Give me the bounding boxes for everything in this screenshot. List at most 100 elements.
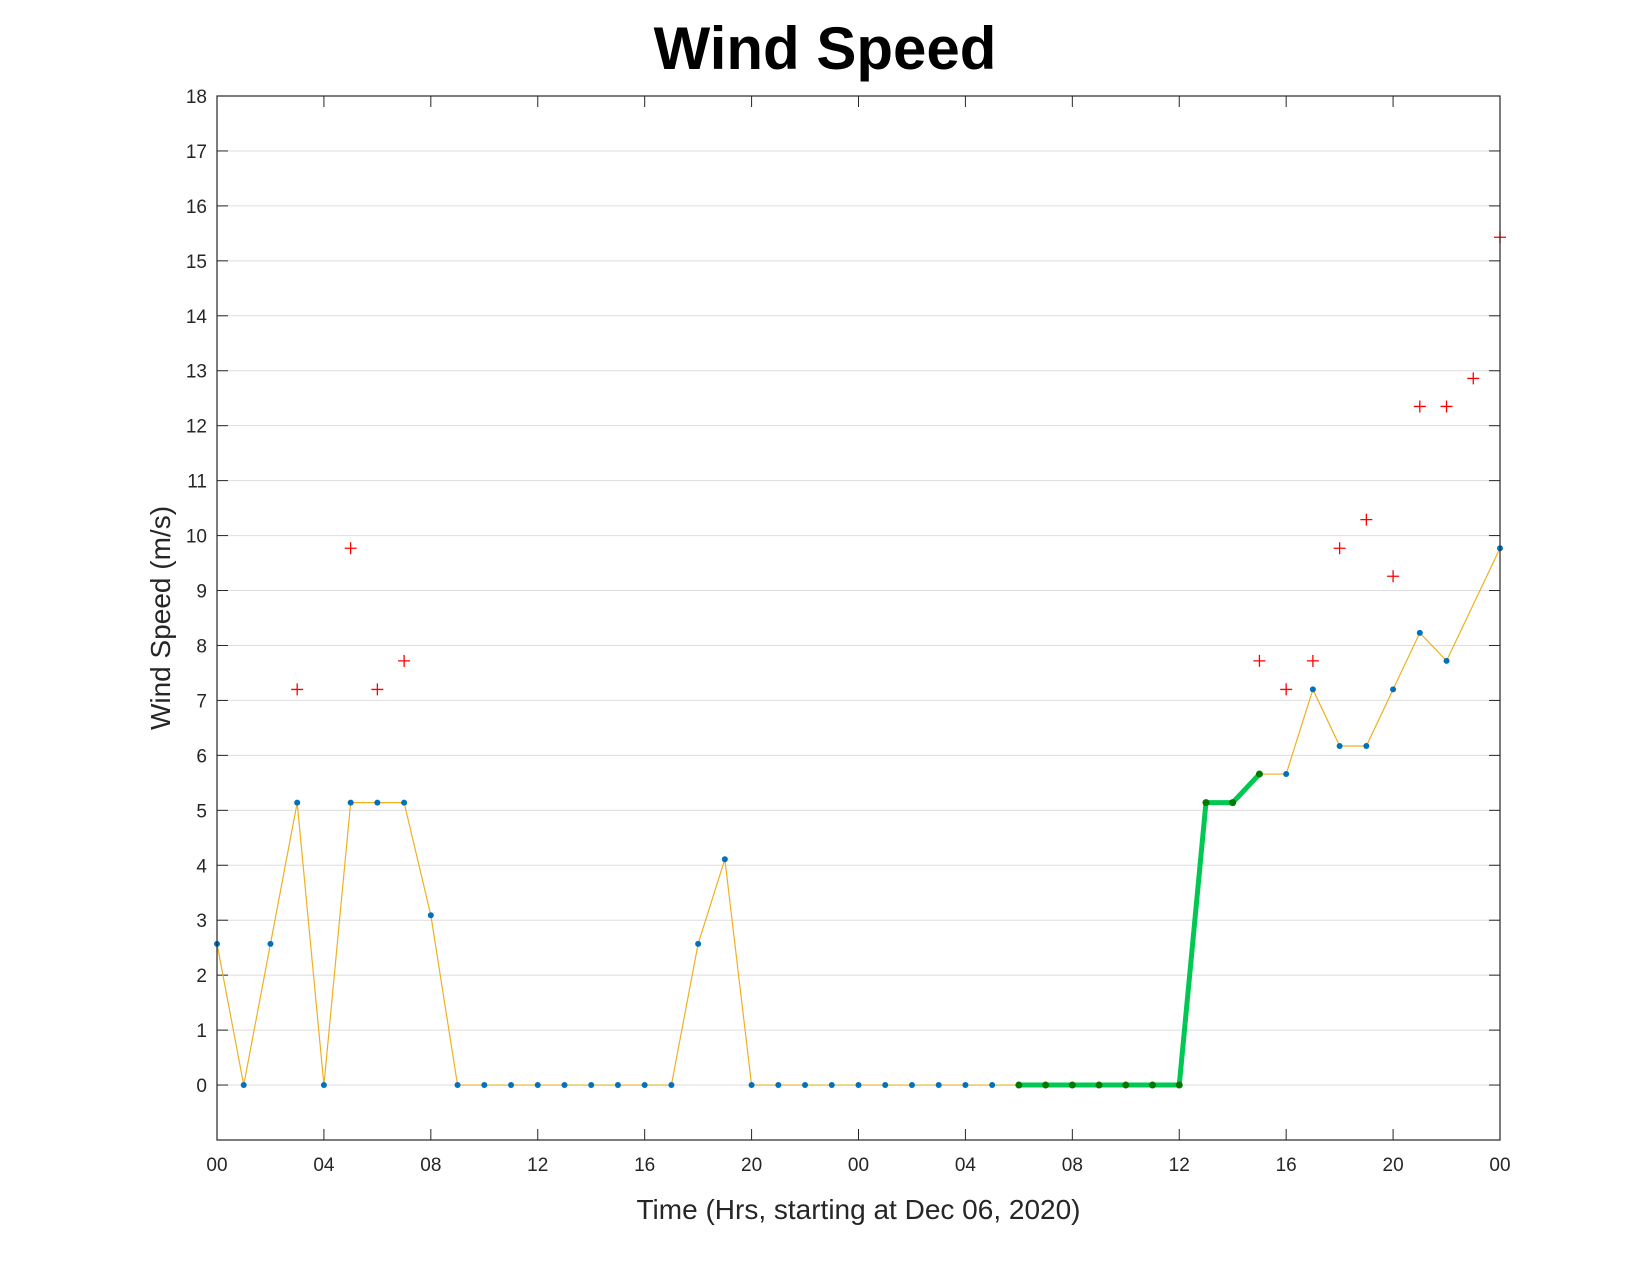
data-point (1443, 657, 1450, 664)
series-layer (214, 231, 1506, 1089)
y-tick-label: 3 (196, 911, 207, 932)
x-tick-label: 20 (1383, 1155, 1404, 1176)
data-point (721, 856, 728, 863)
data-point (695, 940, 702, 947)
y-tick-label: 10 (186, 527, 207, 548)
data-point (1336, 743, 1343, 750)
data-point (775, 1082, 782, 1089)
y-tick-label: 6 (196, 746, 207, 767)
x-tick-label: 16 (1276, 1155, 1297, 1176)
grid-layer (217, 95, 1500, 1086)
plus-marker (1333, 542, 1346, 555)
y-tick-label: 17 (186, 142, 207, 163)
plus-marker (1413, 400, 1426, 413)
y-tick-label: 13 (186, 362, 207, 383)
data-point (1416, 629, 1423, 636)
highlight-point (1149, 1081, 1157, 1089)
y-axis-label: Wind Speed (m/s) (145, 506, 176, 730)
data-point (962, 1082, 969, 1089)
x-tick-label: 12 (527, 1155, 548, 1176)
data-point (588, 1082, 595, 1089)
data-point (1390, 686, 1397, 693)
series-line (216, 547, 1501, 1086)
chart-title: Wind Speed (653, 15, 997, 82)
x-tick-label: 04 (313, 1155, 335, 1176)
x-tick-label: 20 (741, 1155, 762, 1176)
data-point (989, 1082, 996, 1089)
highlight-point (1122, 1081, 1130, 1089)
y-tick-label: 16 (186, 197, 207, 218)
data-point (240, 1082, 247, 1089)
y-tick-label: 4 (196, 856, 207, 877)
data-point (802, 1082, 809, 1089)
plus-marker (1440, 400, 1453, 413)
data-point (1363, 743, 1370, 750)
data-point (347, 799, 354, 806)
y-tick-label: 9 (196, 582, 207, 603)
data-point (1309, 686, 1316, 693)
x-tick-label: 00 (206, 1155, 227, 1176)
data-point (908, 1082, 915, 1089)
plus-marker (371, 683, 384, 696)
plus-marker (1306, 654, 1319, 667)
plus-marker (291, 683, 304, 696)
data-point (294, 799, 301, 806)
highlight-point (1229, 799, 1237, 807)
data-point (320, 1082, 327, 1089)
plus-marker (1360, 513, 1373, 526)
data-point (855, 1082, 862, 1089)
y-tick-label: 7 (196, 691, 207, 712)
data-point (828, 1082, 835, 1089)
data-point (374, 799, 381, 806)
plus-marker (1253, 654, 1266, 667)
data-point (534, 1082, 541, 1089)
highlight-point (1068, 1081, 1076, 1089)
y-tick-label: 1 (196, 1021, 207, 1042)
x-tick-label: 00 (1489, 1155, 1510, 1176)
data-point (481, 1082, 488, 1089)
data-point (561, 1082, 568, 1089)
data-point (882, 1082, 889, 1089)
x-tick-label: 08 (1062, 1155, 1083, 1176)
data-point (454, 1082, 461, 1089)
plus-marker (344, 542, 357, 555)
data-point (668, 1082, 675, 1089)
data-point (641, 1082, 648, 1089)
plus-marker (1387, 570, 1400, 583)
highlight-point (1095, 1081, 1103, 1089)
data-point (427, 912, 434, 919)
y-tick-label: 11 (187, 472, 207, 493)
x-tick-label: 00 (848, 1155, 869, 1176)
data-point (508, 1082, 515, 1089)
highlight-point (1175, 1081, 1183, 1089)
y-tick-label: 12 (186, 417, 207, 438)
data-point (614, 1082, 621, 1089)
data-point (267, 940, 274, 947)
y-tick-label: 15 (186, 252, 207, 273)
x-tick-label: 08 (420, 1155, 441, 1176)
data-point (935, 1082, 942, 1089)
y-tick-label: 18 (186, 87, 207, 108)
plot-frame (216, 95, 1501, 1141)
x-tick-label: 12 (1169, 1155, 1190, 1176)
x-tick-label: 04 (955, 1155, 977, 1176)
x-tick-label: 16 (634, 1155, 655, 1176)
y-tick-label: 2 (196, 966, 207, 987)
highlight-point (1015, 1081, 1023, 1089)
plus-marker (398, 654, 411, 667)
plus-marker (1467, 372, 1480, 385)
y-tick-label: 14 (186, 307, 208, 328)
data-point (1283, 771, 1290, 778)
x-axis-label: Time (Hrs, starting at Dec 06, 2020) (636, 1194, 1080, 1225)
data-point (748, 1082, 755, 1089)
data-point (401, 799, 408, 806)
highlight-point (1202, 799, 1210, 807)
y-tick-label: 5 (196, 801, 207, 822)
y-tick-label: 0 (196, 1076, 207, 1097)
plus-marker (1280, 683, 1293, 696)
highlight-line (1018, 772, 1262, 1088)
highlight-point (1042, 1081, 1050, 1089)
highlight-point (1255, 770, 1263, 778)
